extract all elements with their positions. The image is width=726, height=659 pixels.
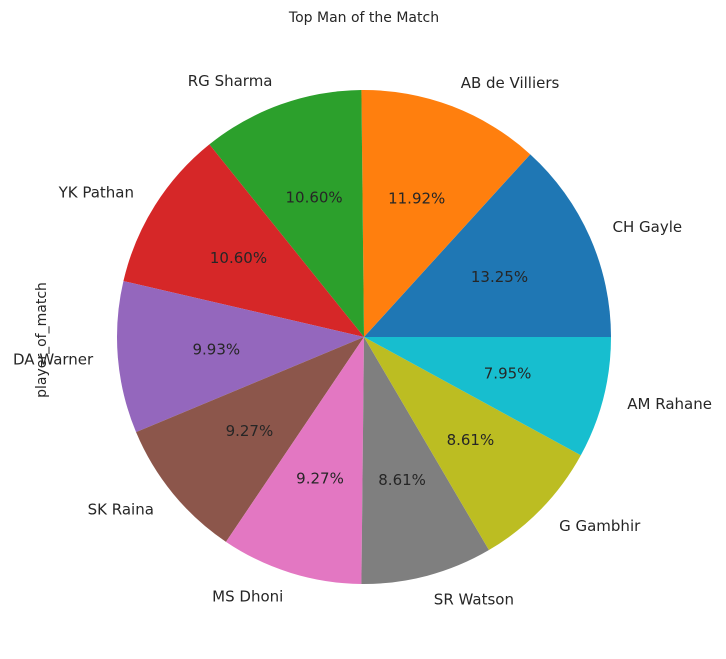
slice-percent-label: 9.27% [296, 470, 344, 488]
slice-name-label: AB de Villiers [461, 74, 560, 92]
pie-slice-6 [225, 337, 364, 584]
slice-percent-label: 13.25% [471, 268, 528, 286]
pie-slice-8 [364, 337, 581, 551]
pie-slice-3 [123, 144, 364, 337]
slice-name-label: SR Watson [434, 591, 514, 609]
slice-name-label: DA Warner [13, 351, 94, 369]
slice-name-label: RG Sharma [188, 72, 273, 90]
y-axis-label: player_of_match [34, 282, 50, 398]
slice-percent-label: 10.60% [285, 189, 342, 207]
pie-slice-7 [361, 337, 489, 585]
slice-percent-label: 7.95% [484, 365, 532, 383]
slice-percent-label: 9.27% [226, 422, 274, 440]
slice-name-label: CH Gayle [613, 218, 683, 236]
slice-percent-label: 8.61% [378, 471, 426, 489]
slice-percent-label: 10.60% [210, 249, 267, 267]
pie-slice-2 [209, 90, 364, 337]
slice-percent-label: 9.93% [192, 340, 240, 358]
slice-name-label: YK Pathan [58, 183, 134, 201]
pie-slices [116, 89, 611, 585]
pie-slice-1 [361, 89, 531, 337]
slice-percent-label: 11.92% [388, 190, 445, 208]
slice-name-label: SK Raina [88, 500, 154, 518]
pie-slice-4 [116, 281, 364, 433]
pie-slice-5 [136, 337, 364, 542]
pie-slice-9 [364, 337, 611, 456]
slice-name-label: MS Dhoni [212, 587, 283, 605]
slice-percent-label: 8.61% [447, 431, 495, 449]
pie-labels: 13.25% CH Gayle 11.92% AB de Villiers 10.60%… [13, 72, 712, 608]
pie-slice-0 [364, 154, 611, 337]
slice-name-label: AM Rahane [627, 395, 712, 413]
slice-name-label: G Gambhir [559, 517, 641, 535]
chart-title: Top Man of the Match [288, 10, 439, 26]
